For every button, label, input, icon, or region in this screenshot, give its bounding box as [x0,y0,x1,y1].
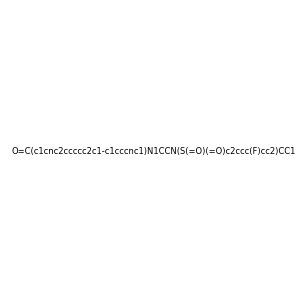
Text: O=C(c1cnc2ccccc2c1-c1cccnc1)N1CCN(S(=O)(=O)c2ccc(F)cc2)CC1: O=C(c1cnc2ccccc2c1-c1cccnc1)N1CCN(S(=O)(… [12,147,296,156]
